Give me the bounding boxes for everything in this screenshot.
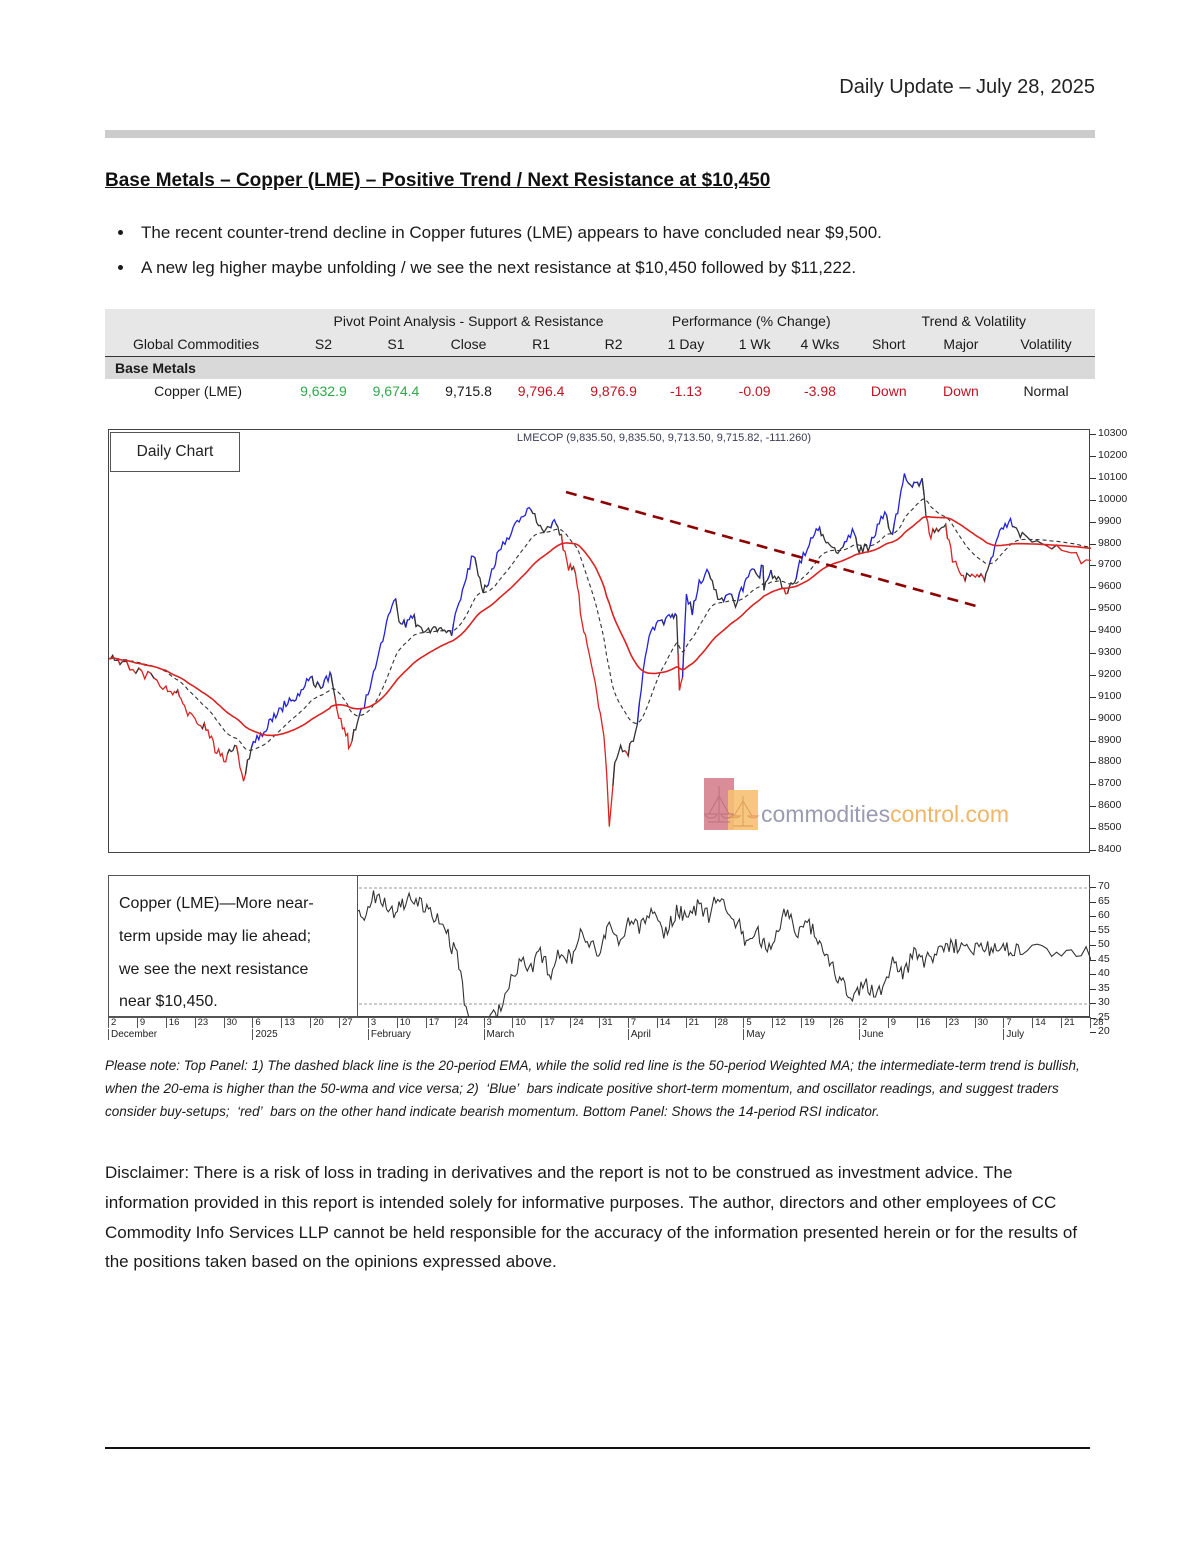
svg-text:commoditiescontrol.com: commoditiescontrol.com [761, 801, 1009, 827]
